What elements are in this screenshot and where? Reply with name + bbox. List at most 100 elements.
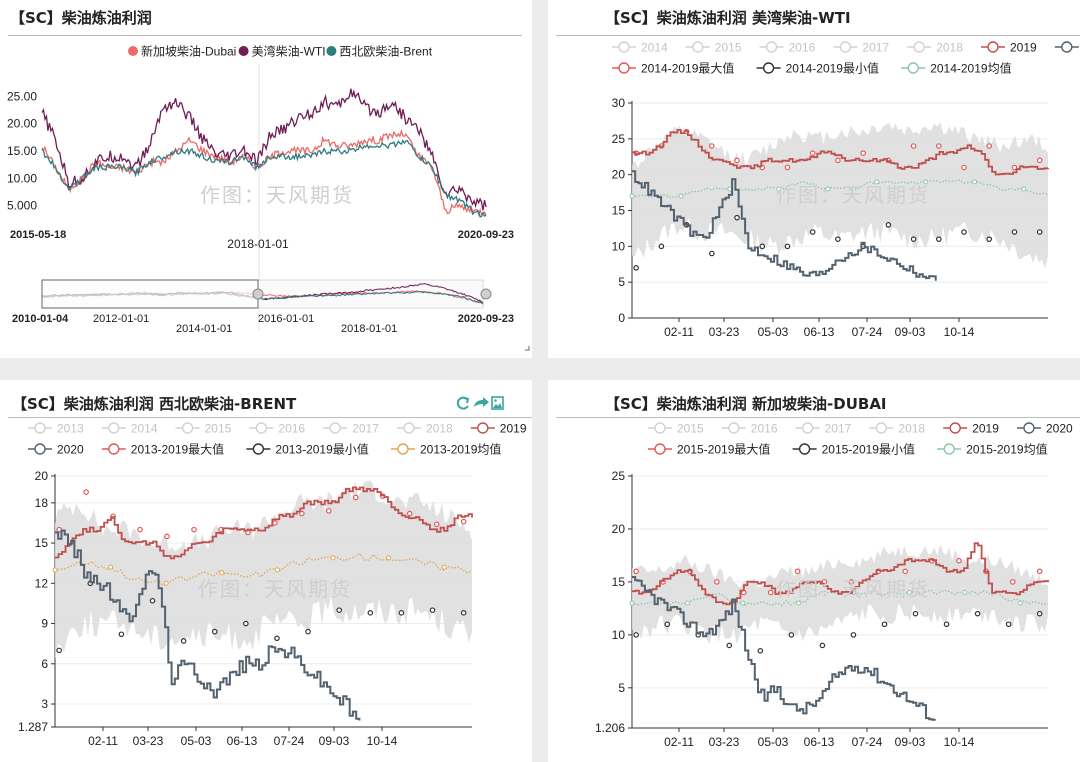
legend-label: 2014-2019最大值 [641, 61, 734, 76]
legend-label: 2017 [825, 422, 852, 436]
x-tick-label: 07-24 [852, 735, 883, 749]
y-tick-label: 9 [41, 617, 48, 631]
watermark: 作图：天风期货 [776, 578, 930, 601]
historical-range-band [55, 480, 472, 660]
y-tick-label: 15 [35, 536, 49, 550]
min-point [633, 632, 639, 638]
legend-marker [798, 443, 811, 455]
brent-panel: 【SC】柴油炼油利润 西北欧柴油-BRENT 2013 2014 2015 2016 2… [0, 380, 532, 762]
max-point [767, 589, 774, 596]
legend-marker [943, 443, 955, 455]
max-point [714, 579, 720, 585]
legend-marker [238, 46, 249, 56]
max-point [326, 508, 332, 514]
y-tick-label: 10 [612, 239, 626, 253]
toolbox [455, 395, 505, 416]
legend-label: 2015 [715, 41, 742, 55]
average-point [906, 589, 912, 595]
average-point [776, 186, 782, 192]
share-icon[interactable] [474, 397, 489, 407]
average-point [795, 600, 801, 606]
legend-marker [839, 41, 852, 53]
y-tick-label: 30 [612, 96, 626, 110]
max-point [935, 143, 942, 149]
legend-marker [1023, 422, 1035, 434]
average-point [629, 193, 635, 199]
min-point [943, 621, 950, 628]
max-point [1036, 568, 1043, 575]
legend-label: 2015 [677, 422, 704, 436]
navigator-tick-label: 2014-01-01 [176, 323, 232, 335]
legend-marker [128, 46, 138, 56]
refresh-icon[interactable] [456, 396, 470, 410]
title-divider [8, 417, 532, 418]
legend-marker [987, 41, 999, 53]
legend-marker [252, 443, 265, 455]
average-point [962, 589, 968, 595]
legend-label: 2020 [1046, 422, 1073, 436]
dubai-panel: 【SC】柴油炼油利润 新加坡柴油-DUBAI 2015 2016 2017 2018 2… [548, 380, 1080, 762]
min-point [734, 214, 740, 221]
legend-marker [801, 422, 814, 434]
min-point [935, 236, 942, 242]
y-tick-label: 5.000 [7, 199, 37, 213]
legend-label: 美湾柴油-WTI [252, 44, 326, 59]
min-point [974, 610, 981, 617]
x-tick-label: 03-23 [133, 734, 164, 748]
average-point [386, 555, 392, 561]
min-point [149, 597, 156, 604]
series-average-line [54, 552, 473, 587]
average-point [740, 600, 746, 606]
max-point [633, 568, 639, 575]
max-point [137, 526, 143, 533]
wti-panel: 【SC】柴油炼油利润 美湾柴油-WTI 2014 2015 2016 2017 2018… [548, 0, 1080, 358]
average-point [52, 567, 58, 573]
min-point [1011, 229, 1018, 235]
y-tick-label: 18 [35, 496, 49, 510]
average-point [684, 600, 690, 606]
watermark: 作图：天风期货 [200, 184, 354, 207]
min-point [709, 250, 715, 257]
min-point [784, 243, 791, 250]
resize-handle [525, 346, 530, 351]
y-tick-label: 25 [612, 132, 626, 146]
average-point [874, 179, 880, 185]
y-tick-label: 25 [612, 469, 626, 483]
min-point [305, 628, 311, 635]
save-image-icon[interactable] [491, 396, 504, 410]
legend-label: 西北欧柴油-Brent [339, 45, 432, 59]
x-tick-label: 03-23 [709, 325, 740, 339]
series-2020-line [632, 170, 937, 281]
y-tick-label: 20.00 [7, 117, 37, 131]
y-tick-label: 15 [612, 575, 626, 589]
x-tick-label: 06-13 [227, 734, 258, 748]
y-tick-label: 20 [612, 522, 626, 536]
legend-label: 2017 [352, 422, 379, 436]
min-point [726, 642, 733, 649]
average-point [330, 555, 336, 561]
legend-marker [875, 422, 888, 434]
legend-label: 2018 [898, 422, 925, 436]
x-tick-label: 07-24 [274, 734, 305, 748]
max-point [961, 164, 967, 171]
legend-marker [765, 41, 778, 53]
overview-panel: 【SC】柴油炼油利润 新加坡柴油-Dubai 美湾柴油-WTI 西北欧柴油-Bren… [0, 0, 532, 358]
y-tick-label: 6 [41, 657, 48, 671]
max-point [734, 157, 740, 164]
min-point [757, 647, 764, 654]
min-point [243, 620, 249, 627]
title-divider [556, 35, 1080, 36]
min-point [1036, 229, 1043, 235]
series-2019-line [632, 129, 1049, 176]
average-point [1017, 600, 1023, 606]
legend-marker [181, 422, 194, 434]
series-2019-line [55, 486, 473, 560]
legend-marker [762, 62, 775, 74]
x-tick-label: 10-14 [367, 734, 398, 748]
navigator-handle [252, 288, 264, 300]
x-tick-label: 05-03 [758, 735, 789, 749]
max-point [809, 150, 816, 156]
legend-marker [34, 443, 46, 455]
min-point [1005, 621, 1012, 628]
title-divider [8, 35, 522, 36]
